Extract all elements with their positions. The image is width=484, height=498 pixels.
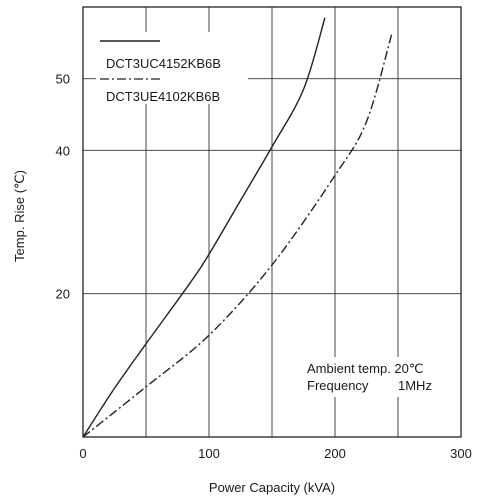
- y-tick-label: 40: [56, 143, 70, 158]
- x-tick-label: 100: [198, 446, 220, 461]
- series-line-dct3uc4152kb6b: [82, 17, 326, 438]
- y-tick-label: 20: [56, 287, 70, 302]
- plot-frame: [82, 6, 462, 438]
- x-tick-label: 300: [450, 446, 472, 461]
- ambient-temp-note: Ambient temp. 20℃: [307, 361, 424, 376]
- frequency-label: Frequency: [307, 378, 369, 393]
- legend-background: [96, 32, 248, 104]
- x-axis-label: Power Capacity (kVA): [209, 480, 335, 495]
- y-axis-ticks: 20 40 50: [56, 72, 70, 302]
- series-group: [82, 17, 393, 438]
- legend: DCT3UC4152KB6B DCT3UE4102KB6B: [96, 32, 248, 104]
- legend-label-dct3ue4102kb6b: DCT3UE4102KB6B: [106, 89, 220, 104]
- y-axis-label: Temp. Rise (℃): [12, 170, 27, 262]
- x-tick-label: 200: [324, 446, 346, 461]
- y-tick-label: 50: [56, 72, 70, 87]
- frequency-value: 1MHz: [398, 378, 432, 393]
- legend-label-dct3uc4152kb6b: DCT3UC4152KB6B: [106, 56, 221, 71]
- x-tick-label: 0: [79, 446, 86, 461]
- x-axis-ticks: 0 100 200 300: [79, 446, 471, 461]
- series-line-dct3ue4102kb6b: [82, 34, 393, 438]
- annotation-background: [304, 357, 458, 397]
- conditions-annotation: Ambient temp. 20℃ Frequency 1MHz: [304, 357, 458, 397]
